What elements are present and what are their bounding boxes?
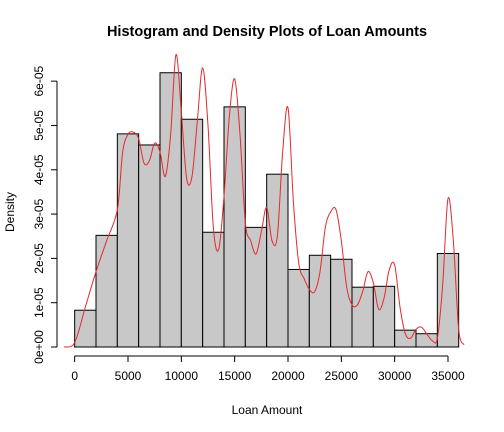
x-axis-label: Loan Amount [232, 403, 303, 417]
histogram-bar [330, 258, 353, 348]
y-tick-label: 1e-05 [32, 287, 46, 318]
x-tick-label: 15000 [218, 369, 252, 383]
y-axis: 0e+00 1e-05 2e-05 3e-05 4e-05 5e-05 6e-05 [32, 65, 58, 364]
histogram-bars [74, 72, 460, 348]
x-tick-label: 0 [71, 369, 78, 383]
chart-title: Histogram and Density Plots of Loan Amou… [107, 24, 427, 40]
y-tick-label: 2e-05 [32, 243, 46, 274]
y-tick-label: 0e+00 [32, 330, 46, 364]
histogram-bar [138, 144, 161, 348]
y-axis-label: Density [3, 192, 17, 232]
histogram-bar [116, 133, 140, 348]
x-tick-label: 10000 [165, 369, 199, 383]
histogram-bar [95, 234, 118, 348]
histogram-bar [159, 72, 182, 348]
x-axis: 0 5000 10000 15000 20000 25000 30000 35000 [71, 355, 465, 383]
y-tick-label: 3e-05 [32, 198, 46, 229]
histogram-bar [266, 173, 289, 348]
histogram-bar [287, 268, 310, 348]
y-tick-label: 6e-05 [32, 65, 46, 96]
histogram-bar [415, 333, 438, 348]
histogram-bar [372, 285, 396, 348]
x-tick-label: 5000 [115, 369, 142, 383]
histogram-bar [74, 309, 97, 348]
histogram-bar [202, 231, 225, 348]
x-tick-label: 35000 [431, 369, 465, 383]
x-tick-label: 25000 [325, 369, 359, 383]
density-curve-line [63, 54, 465, 348]
y-tick-label: 5e-05 [32, 110, 46, 141]
histogram-bar [351, 286, 374, 348]
histogram-bar [436, 253, 460, 348]
histogram-bar [244, 226, 268, 348]
x-tick-label: 20000 [271, 369, 305, 383]
x-tick-label: 30000 [378, 369, 412, 383]
y-tick-label: 4e-05 [32, 154, 46, 185]
